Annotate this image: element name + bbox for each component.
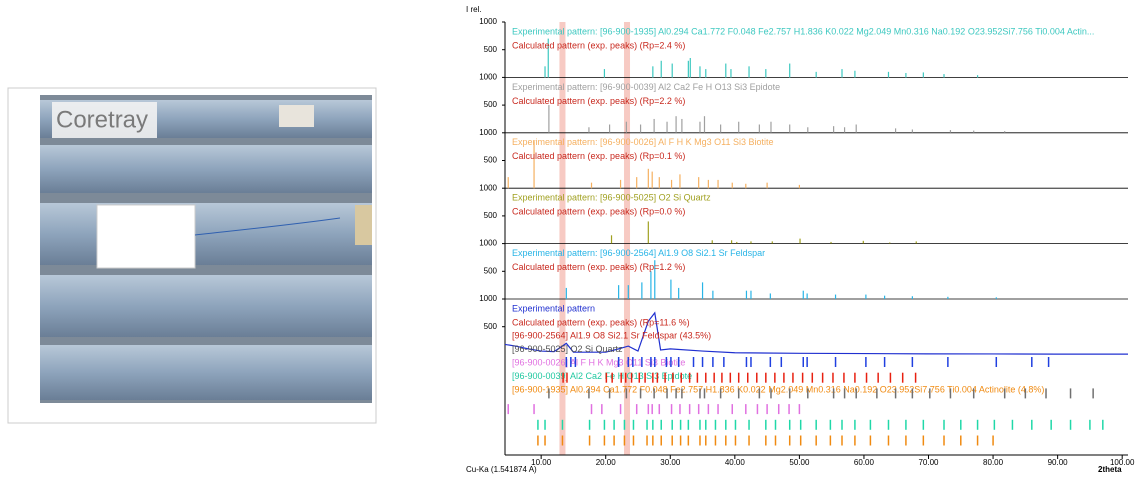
experimental-label: Experimental pattern: [96-900-5025] O2 S…: [512, 193, 711, 203]
y-tick-label: 500: [484, 100, 498, 109]
x-tick-label: 50.00: [789, 458, 810, 467]
tag: [355, 205, 372, 245]
phase-label: [96-900-1935] Al0.294 Ca1.772 F0.048 Fe2…: [512, 384, 1044, 394]
x-tick-label: 10.00: [531, 458, 552, 467]
x-tick-label: 30.00: [660, 458, 681, 467]
calculated-label: Calculated pattern (exp. peaks) (Rp=2.2 …: [512, 96, 685, 106]
x-tick-label: 70.00: [918, 458, 939, 467]
calculated-label: Calculated pattern (exp. peaks) (Rp=0.0 …: [512, 207, 685, 217]
phase-label: [96-900-0039] Al2 Ca2 Fe H O13 Si3 Epido…: [512, 371, 692, 381]
highlight-band: [624, 22, 631, 455]
calculated-label: Calculated pattern (exp. peaks) (Rp=0.1 …: [512, 151, 685, 161]
x-tick-label: 60.00: [854, 458, 875, 467]
x-axis-label: 2theta: [1098, 465, 1122, 474]
y-tick-label: 500: [484, 266, 498, 275]
experimental-label: Experimental pattern: [96-900-2564] Al1.…: [512, 248, 765, 258]
phase-label: [96-900-0026] Al F H K Mg3 O11 Si3 Bioti…: [512, 357, 685, 367]
x-tick-label: 20.00: [596, 458, 617, 467]
calculated-label: Calculated pattern (exp. peaks) (Rp=11.6…: [512, 317, 690, 327]
y-tick-label: 1000: [479, 183, 497, 192]
label-box: [52, 102, 157, 138]
highlight-band: [559, 22, 566, 455]
experimental-label: Experimental pattern: [96-900-1935] Al0.…: [512, 26, 1094, 36]
label-card: [96, 204, 196, 269]
photo-label: Coretray: [56, 106, 148, 133]
calculated-label: Calculated pattern (exp. peaks) (Rp=1.2 …: [512, 262, 685, 272]
y-tick-label: 500: [484, 45, 498, 54]
y-tick-label: 1000: [479, 294, 497, 303]
core-photo: Coretray: [7, 87, 377, 424]
y-tick-label: 1000: [479, 128, 497, 137]
pattern-line: [504, 311, 1128, 355]
core-row: [40, 275, 372, 337]
y-tick-label: 1000: [479, 239, 497, 248]
y-tick-label: 1000: [479, 73, 497, 82]
x-tick-label: 80.00: [983, 458, 1004, 467]
core-row: [40, 345, 372, 400]
phase-label: [96-900-5025] O2 Si Quartz: [512, 344, 623, 354]
xrd-chart: I rel. 2theta Cu-Ka (1.541874 A)10.00 20.00…: [466, 5, 1135, 474]
x-tick-label: 90.00: [1048, 458, 1069, 467]
calculated-label: Calculated pattern (exp. peaks) (Rp=2.4 …: [512, 40, 685, 50]
phase-label: [96-900-2564] Al1.9 O8 Si2.1 Sr Feldspar…: [512, 330, 711, 340]
x-tick-label: 40.00: [725, 458, 746, 467]
experimental-label: Experimental pattern: [512, 303, 595, 313]
core-row: [40, 145, 372, 193]
x-tick-label: 100.00: [1110, 458, 1135, 467]
y-tick-label: 500: [484, 211, 498, 220]
tag: [279, 105, 314, 127]
experimental-label: Experimental pattern: [96-900-0026] Al F…: [512, 137, 773, 147]
marker-line: [194, 217, 341, 236]
source-label: Cu-Ka (1.541874 A): [466, 465, 537, 474]
y-tick-label: 500: [484, 322, 498, 331]
y-axis-label: I rel.: [466, 5, 482, 14]
y-tick-label: 1000: [479, 17, 497, 26]
y-tick-label: 500: [484, 156, 498, 165]
experimental-label: Experimental pattern: [96-900-0039] Al2 …: [512, 82, 780, 92]
